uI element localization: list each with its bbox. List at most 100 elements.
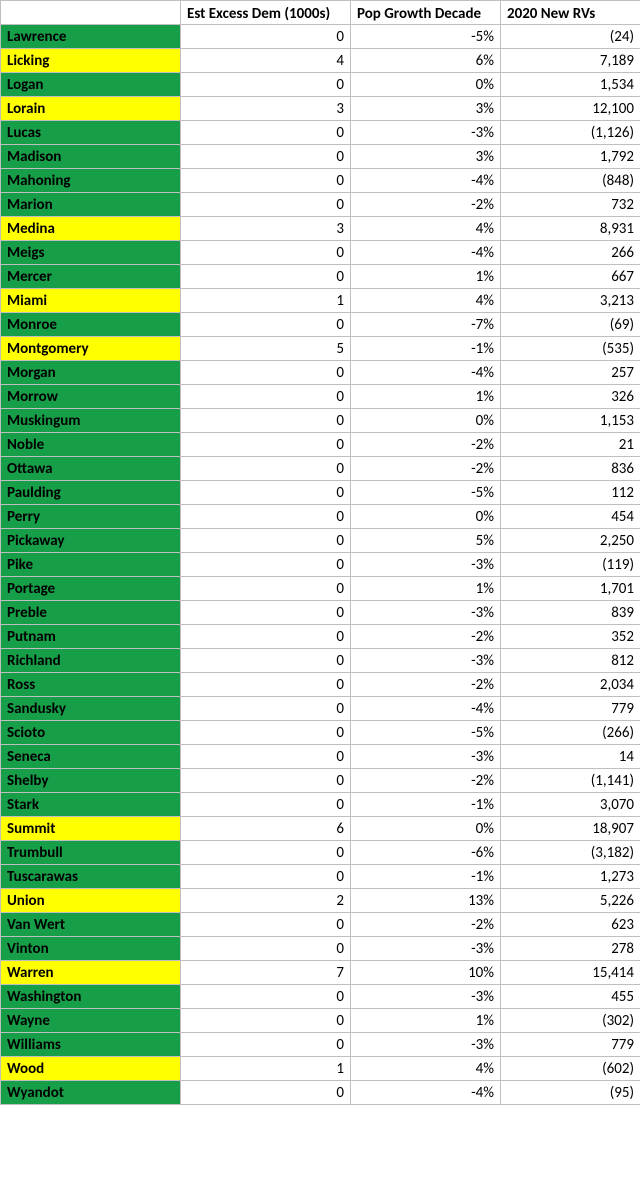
cell-rvs: (95) — [501, 1081, 640, 1105]
table-row: Muskingum00%1,153 — [1, 409, 640, 433]
cell-excess: 3 — [181, 217, 351, 241]
cell-county: Pickaway — [1, 529, 181, 553]
cell-excess: 0 — [181, 457, 351, 481]
cell-rvs: 8,931 — [501, 217, 640, 241]
cell-growth: -1% — [351, 337, 501, 361]
cell-growth: 0% — [351, 409, 501, 433]
cell-rvs: 3,070 — [501, 793, 640, 817]
table-body: Lawrence0-5%(24)Licking46%7,189Logan00%1… — [1, 25, 640, 1105]
table-row: Meigs0-4%266 — [1, 241, 640, 265]
cell-excess: 0 — [181, 385, 351, 409]
table-row: Licking46%7,189 — [1, 49, 640, 73]
cell-rvs: 455 — [501, 985, 640, 1009]
cell-rvs: 15,414 — [501, 961, 640, 985]
cell-growth: 4% — [351, 217, 501, 241]
cell-county: Lorain — [1, 97, 181, 121]
cell-growth: -4% — [351, 169, 501, 193]
cell-rvs: 278 — [501, 937, 640, 961]
cell-excess: 0 — [181, 745, 351, 769]
table-row: Vinton0-3%278 — [1, 937, 640, 961]
cell-growth: -2% — [351, 769, 501, 793]
table-row: Stark0-1%3,070 — [1, 793, 640, 817]
cell-rvs: 257 — [501, 361, 640, 385]
cell-excess: 0 — [181, 913, 351, 937]
cell-rvs: 779 — [501, 697, 640, 721]
cell-excess: 0 — [181, 169, 351, 193]
cell-excess: 0 — [181, 577, 351, 601]
table-row: Perry00%454 — [1, 505, 640, 529]
cell-county: Trumbull — [1, 841, 181, 865]
cell-county: Sandusky — [1, 697, 181, 721]
cell-growth: 6% — [351, 49, 501, 73]
col-header-rvs: 2020 New RVs — [501, 1, 640, 25]
cell-rvs: 14 — [501, 745, 640, 769]
table-row: Wyandot0-4%(95) — [1, 1081, 640, 1105]
cell-growth: -1% — [351, 793, 501, 817]
table-row: Seneca0-3%14 — [1, 745, 640, 769]
table-row: Medina34%8,931 — [1, 217, 640, 241]
cell-excess: 6 — [181, 817, 351, 841]
cell-rvs: (266) — [501, 721, 640, 745]
cell-growth: -3% — [351, 121, 501, 145]
cell-growth: 0% — [351, 73, 501, 97]
table-row: Madison03%1,792 — [1, 145, 640, 169]
county-data-table: Est Excess Dem (1000s) Pop Growth Decade… — [0, 0, 640, 1105]
cell-rvs: 5,226 — [501, 889, 640, 913]
cell-growth: 3% — [351, 97, 501, 121]
cell-growth: -3% — [351, 937, 501, 961]
cell-excess: 0 — [181, 409, 351, 433]
cell-growth: -2% — [351, 193, 501, 217]
cell-excess: 0 — [181, 721, 351, 745]
cell-growth: -3% — [351, 649, 501, 673]
cell-growth: 5% — [351, 529, 501, 553]
cell-rvs: 1,792 — [501, 145, 640, 169]
cell-growth: -5% — [351, 721, 501, 745]
table-row: Lawrence0-5%(24) — [1, 25, 640, 49]
cell-excess: 0 — [181, 769, 351, 793]
table-row: Putnam0-2%352 — [1, 625, 640, 649]
table-row: Monroe0-7%(69) — [1, 313, 640, 337]
col-header-growth: Pop Growth Decade — [351, 1, 501, 25]
cell-growth: -3% — [351, 553, 501, 577]
cell-rvs: 1,701 — [501, 577, 640, 601]
cell-county: Warren — [1, 961, 181, 985]
cell-excess: 0 — [181, 505, 351, 529]
table-row: Noble0-2%21 — [1, 433, 640, 457]
cell-excess: 0 — [181, 865, 351, 889]
cell-rvs: (69) — [501, 313, 640, 337]
cell-county: Union — [1, 889, 181, 913]
cell-rvs: 18,907 — [501, 817, 640, 841]
cell-excess: 0 — [181, 265, 351, 289]
cell-excess: 0 — [181, 433, 351, 457]
cell-county: Stark — [1, 793, 181, 817]
cell-growth: -2% — [351, 457, 501, 481]
cell-rvs: 3,213 — [501, 289, 640, 313]
cell-excess: 0 — [181, 841, 351, 865]
cell-excess: 1 — [181, 1057, 351, 1081]
cell-county: Williams — [1, 1033, 181, 1057]
cell-rvs: 454 — [501, 505, 640, 529]
cell-county: Morrow — [1, 385, 181, 409]
cell-rvs: 2,034 — [501, 673, 640, 697]
cell-county: Lawrence — [1, 25, 181, 49]
table-row: Paulding0-5%112 — [1, 481, 640, 505]
cell-rvs: 7,189 — [501, 49, 640, 73]
cell-rvs: 623 — [501, 913, 640, 937]
cell-excess: 0 — [181, 313, 351, 337]
cell-county: Richland — [1, 649, 181, 673]
cell-excess: 0 — [181, 529, 351, 553]
cell-county: Washington — [1, 985, 181, 1009]
cell-rvs: (1,141) — [501, 769, 640, 793]
cell-county: Perry — [1, 505, 181, 529]
cell-growth: 1% — [351, 577, 501, 601]
cell-rvs: 812 — [501, 649, 640, 673]
col-header-county — [1, 1, 181, 25]
cell-rvs: 779 — [501, 1033, 640, 1057]
cell-excess: 4 — [181, 49, 351, 73]
cell-growth: 3% — [351, 145, 501, 169]
cell-rvs: 667 — [501, 265, 640, 289]
table-row: Marion0-2%732 — [1, 193, 640, 217]
table-row: Tuscarawas0-1%1,273 — [1, 865, 640, 889]
table-row: Portage01%1,701 — [1, 577, 640, 601]
table-row: Scioto0-5%(266) — [1, 721, 640, 745]
